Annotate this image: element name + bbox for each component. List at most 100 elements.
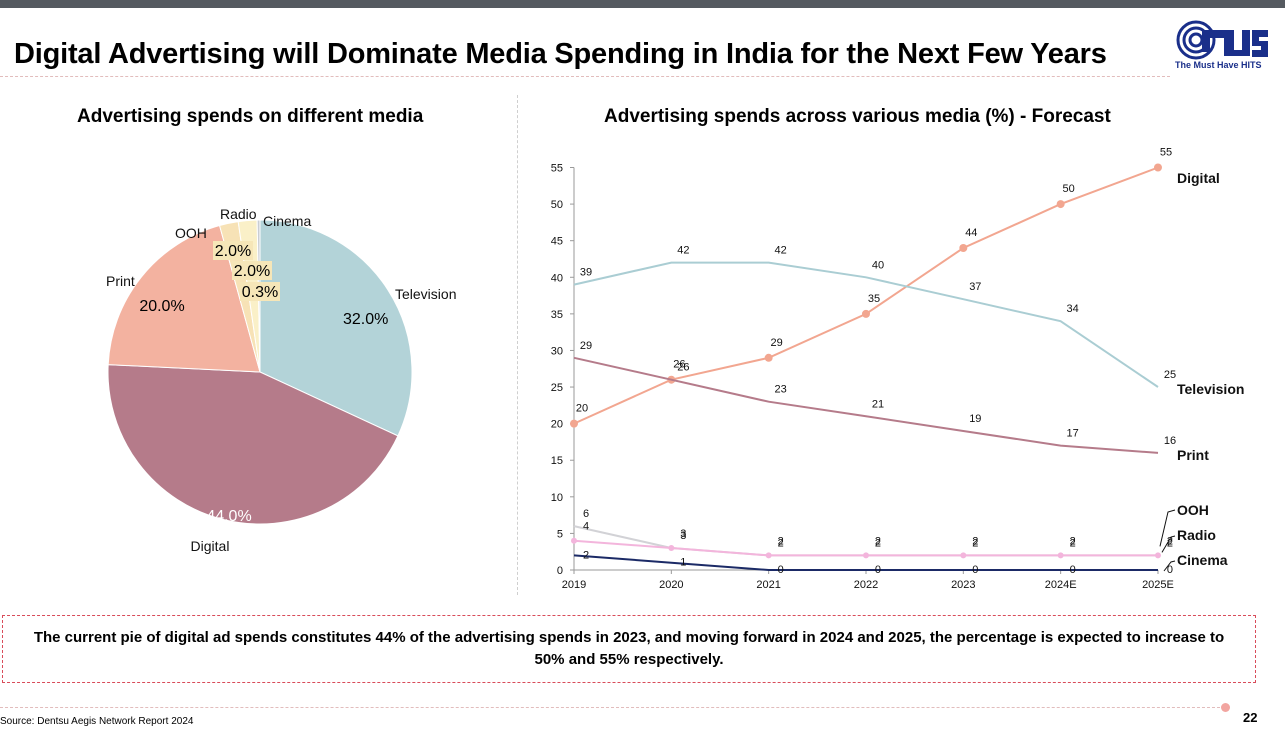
pie-value-television: 32.0% xyxy=(343,311,388,328)
pie-chart-title: Advertising spends on different media xyxy=(77,106,424,127)
x-tick-label: 2023 xyxy=(951,579,975,591)
data-point-radio xyxy=(571,537,577,544)
source-note: Source: Dentsu Aegis Network Report 2024 xyxy=(0,716,194,727)
x-tick-label: 2021 xyxy=(756,579,780,591)
data-label-television: 34 xyxy=(1067,303,1079,315)
data-point-radio xyxy=(668,545,675,552)
data-label-digital: 55 xyxy=(1160,147,1172,159)
top-bar xyxy=(0,0,1285,8)
line-chart-title: Advertising spends across various media … xyxy=(604,106,1111,127)
data-label-radio: 2 xyxy=(1070,535,1076,547)
data-label-digital: 44 xyxy=(965,227,977,239)
pie-label-digital: Digital xyxy=(191,538,230,554)
y-tick-label: 55 xyxy=(551,163,563,175)
data-label-ooh: 2 xyxy=(1167,537,1173,549)
series-label-print: Print xyxy=(1177,447,1209,463)
data-label-radio: 2 xyxy=(875,535,881,547)
data-label-print: 26 xyxy=(677,362,689,374)
data-label-ooh: 6 xyxy=(583,508,589,520)
y-tick-label: 50 xyxy=(551,199,563,211)
footer-divider xyxy=(0,707,1225,708)
data-label-digital: 26 xyxy=(673,359,685,371)
data-label-cinema: 0 xyxy=(778,564,784,576)
y-tick-label: 0 xyxy=(557,565,563,577)
series-label-ooh: OOH xyxy=(1177,502,1209,518)
series-label-cinema: Cinema xyxy=(1177,552,1228,568)
x-tick-label: 2024E xyxy=(1045,579,1077,591)
pie-label-television: Television xyxy=(395,286,456,302)
y-tick-label: 5 xyxy=(557,528,563,540)
data-point-digital xyxy=(764,353,773,362)
pie-value-cinema: 0.3% xyxy=(242,284,278,301)
data-point-radio xyxy=(1057,552,1064,559)
data-point-radio xyxy=(765,552,772,559)
data-point-digital xyxy=(959,244,968,252)
y-tick-label: 20 xyxy=(551,419,563,431)
data-label-ooh: 2 xyxy=(778,537,784,549)
data-label-television: 42 xyxy=(775,245,787,257)
series-label-television: Television xyxy=(1177,381,1244,397)
data-label-cinema: 0 xyxy=(875,564,881,576)
pie-value-box-cinema xyxy=(240,282,280,301)
y-tick-label: 45 xyxy=(551,236,563,248)
pie-slice-television xyxy=(259,219,413,437)
data-label-television: 25 xyxy=(1164,369,1176,381)
leader-line-radio xyxy=(1161,535,1176,553)
data-label-ooh: 3 xyxy=(680,530,686,542)
series-label-radio: Radio xyxy=(1177,527,1216,543)
series-line-cinema xyxy=(573,554,1158,571)
data-label-print: 16 xyxy=(1164,435,1176,447)
data-label-print: 17 xyxy=(1067,428,1079,440)
data-point-radio xyxy=(960,552,967,559)
y-tick-label: 15 xyxy=(551,455,563,467)
pie-slice-digital xyxy=(107,364,399,525)
data-label-radio: 2 xyxy=(972,535,978,547)
x-tick-label: 2019 xyxy=(562,579,586,591)
y-tick-label: 30 xyxy=(551,345,563,357)
x-tick-label: 2025E xyxy=(1142,579,1174,591)
data-point-digital xyxy=(1153,163,1162,172)
data-point-digital xyxy=(1056,200,1065,209)
pie-value-ooh: 2.0% xyxy=(215,243,251,260)
data-label-print: 21 xyxy=(872,398,884,410)
data-point-digital xyxy=(570,419,578,428)
data-label-digital: 29 xyxy=(771,337,783,349)
series-label-digital: Digital xyxy=(1177,170,1220,186)
data-label-radio: 3 xyxy=(680,528,686,540)
pie-label-cinema: Cinema xyxy=(263,213,311,229)
x-tick-label: 2020 xyxy=(659,579,683,591)
pie-value-print: 20.0% xyxy=(139,298,184,315)
y-tick-label: 25 xyxy=(551,382,563,394)
pie-value-box-radio xyxy=(232,261,272,280)
data-label-radio: 2 xyxy=(778,535,784,547)
data-label-ooh: 2 xyxy=(1070,537,1076,549)
data-label-television: 40 xyxy=(872,259,884,271)
callout-text: The current pie of digital ad spends con… xyxy=(33,629,1225,668)
logo-tagline: The Must Have HITS xyxy=(1175,60,1262,70)
series-line-print xyxy=(573,356,1159,454)
data-label-cinema: 0 xyxy=(1167,564,1173,576)
pie-slice-print xyxy=(107,224,261,373)
data-label-cinema: 0 xyxy=(972,564,978,576)
leader-line-ooh xyxy=(1159,509,1176,547)
data-label-digital: 20 xyxy=(576,403,588,415)
data-label-digital: 35 xyxy=(868,293,880,305)
y-tick-label: 35 xyxy=(551,309,563,321)
pie-value-box-ooh xyxy=(213,241,253,260)
data-label-television: 39 xyxy=(580,267,592,279)
data-label-television: 37 xyxy=(969,281,981,293)
leader-line-cinema xyxy=(1163,560,1176,572)
pie-label-ooh: OOH xyxy=(175,225,207,241)
series-line-television xyxy=(573,261,1159,388)
title-divider xyxy=(0,76,1170,77)
x-tick-label: 2022 xyxy=(854,579,878,591)
footer-dot xyxy=(1221,703,1230,712)
data-label-cinema: 1 xyxy=(680,557,686,569)
data-label-radio: 2 xyxy=(1167,535,1173,547)
pie-label-print: Print xyxy=(106,273,135,289)
y-tick-label: 40 xyxy=(551,272,563,284)
data-label-ooh: 2 xyxy=(875,537,881,549)
data-label-print: 29 xyxy=(580,340,592,352)
